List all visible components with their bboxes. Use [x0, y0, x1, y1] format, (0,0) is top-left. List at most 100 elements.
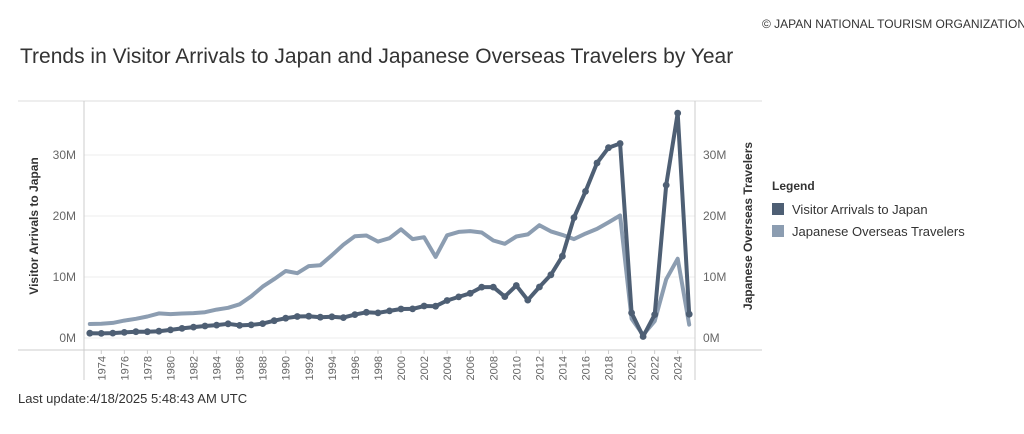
data-point-visitor-arrivals-to-japan: [155, 327, 163, 335]
data-point-visitor-arrivals-to-japan: [305, 312, 313, 320]
data-point-visitor-arrivals-to-japan: [363, 308, 370, 316]
series-line-japanese-overseas-travelers: [87, 213, 692, 337]
data-point-visitor-arrivals-to-japan: [420, 302, 428, 310]
y-axis-left-title: Visitor Arrivals to Japan: [27, 157, 41, 294]
x-tick-label: 2014: [557, 356, 569, 380]
x-tick-label: 1986: [235, 356, 247, 380]
data-point-visitor-arrivals-to-japan: [524, 296, 532, 304]
x-tick-label: 1978: [142, 356, 154, 380]
data-point-visitor-arrivals-to-japan: [144, 328, 151, 336]
legend-title: Legend: [772, 179, 815, 193]
x-tick-label: 2008: [488, 356, 500, 380]
y-tick-left-label: 20M: [53, 209, 76, 223]
x-tick-label: 1980: [165, 356, 177, 380]
data-point-visitor-arrivals-to-japan: [386, 307, 393, 315]
data-point-visitor-arrivals-to-japan: [616, 140, 624, 147]
data-point-visitor-arrivals-to-japan: [628, 309, 635, 317]
data-point-visitor-arrivals-to-japan: [685, 310, 693, 318]
data-point-visitor-arrivals-to-japan: [224, 320, 232, 328]
legend-swatch-visitor-arrivals: [772, 203, 784, 215]
x-tick-label: 2020: [627, 356, 639, 380]
data-point-visitor-arrivals-to-japan: [593, 159, 601, 167]
legend-item-visitor-arrivals[interactable]: Visitor Arrivals to Japan: [772, 198, 965, 220]
data-point-visitor-arrivals-to-japan: [213, 321, 221, 329]
data-point-visitor-arrivals-to-japan: [270, 317, 278, 325]
x-tick-label: 2000: [396, 356, 408, 380]
x-tick-label: 2016: [580, 356, 592, 380]
x-tick-label: 1982: [189, 356, 201, 380]
data-point-visitor-arrivals-to-japan: [132, 328, 140, 336]
data-point-visitor-arrivals-to-japan: [489, 283, 497, 291]
data-point-visitor-arrivals-to-japan: [651, 311, 659, 318]
x-tick-label: 2012: [534, 356, 546, 380]
x-tick-label: 2022: [650, 356, 662, 380]
y-axis-right-ticks: 0M 10M 20M 30M: [703, 148, 726, 345]
data-point-visitor-arrivals-to-japan: [201, 322, 209, 330]
x-tick-label: 2002: [419, 356, 431, 380]
legend-label-overseas-travelers: Japanese Overseas Travelers: [792, 223, 965, 239]
data-point-visitor-arrivals-to-japan: [109, 329, 117, 337]
y-tick-left-label: 0M: [59, 331, 76, 345]
data-point-visitor-arrivals-to-japan: [190, 323, 197, 331]
data-point-visitor-arrivals-to-japan: [340, 314, 347, 321]
y-tick-right-label: 10M: [703, 270, 726, 284]
data-point-visitor-arrivals-to-japan: [409, 305, 416, 313]
x-tick-label: 2018: [604, 356, 616, 380]
x-tick-label: 2024: [673, 356, 685, 380]
data-point-visitor-arrivals-to-japan: [501, 293, 509, 300]
legend-label-visitor-arrivals: Visitor Arrivals to Japan: [792, 201, 928, 217]
data-point-visitor-arrivals-to-japan: [478, 283, 486, 291]
data-point-visitor-arrivals-to-japan: [443, 297, 451, 304]
data-point-visitor-arrivals-to-japan: [547, 271, 555, 279]
data-point-visitor-arrivals-to-japan: [639, 333, 647, 340]
data-point-visitor-arrivals-to-japan: [328, 313, 336, 321]
data-point-visitor-arrivals-to-japan: [178, 325, 186, 332]
x-tick-label: 1992: [304, 356, 316, 380]
legend-item-overseas-travelers[interactable]: Japanese Overseas Travelers: [772, 220, 965, 242]
chart-title: Trends in Visitor Arrivals to Japan and …: [20, 45, 734, 68]
x-tick-label: 1994: [327, 356, 339, 380]
x-tick-label: 1976: [119, 356, 131, 380]
data-point-visitor-arrivals-to-japan: [120, 329, 128, 336]
data-point-visitor-arrivals-to-japan: [559, 252, 566, 260]
data-point-visitor-arrivals-to-japan: [247, 321, 255, 329]
data-point-visitor-arrivals-to-japan: [259, 320, 267, 327]
x-axis-ticks: 1974 1976 1978 1980 1982 1984 1986 1988 1990 1992…: [96, 350, 685, 380]
gridlines: [84, 154, 695, 339]
data-point-visitor-arrivals-to-japan: [662, 181, 670, 189]
y-tick-left-label: 10M: [53, 270, 76, 284]
data-point-visitor-arrivals-to-japan: [455, 293, 463, 301]
y-axis-left-ticks: 0M 10M 20M 30M: [53, 148, 76, 345]
series-line-visitor-arrivals-to-japan: [87, 111, 692, 339]
data-point-visitor-arrivals-to-japan: [97, 330, 105, 337]
y-tick-right-label: 0M: [703, 331, 720, 345]
data-point-visitor-arrivals-to-japan: [674, 109, 682, 117]
x-tick-label: 1988: [258, 356, 270, 380]
data-point-visitor-arrivals-to-japan: [351, 311, 359, 318]
data-point-visitor-arrivals-to-japan: [316, 313, 324, 321]
data-point-visitor-arrivals-to-japan: [432, 302, 439, 310]
x-tick-label: 1998: [373, 356, 385, 380]
x-tick-label: 2004: [442, 356, 454, 380]
data-point-visitor-arrivals-to-japan: [512, 282, 520, 289]
last-update-text: Last update:4/18/2025 5:48:43 AM UTC: [18, 391, 248, 406]
data-point-visitor-arrivals-to-japan: [397, 305, 405, 313]
data-point-visitor-arrivals-to-japan: [536, 283, 543, 291]
data-point-visitor-arrivals-to-japan: [570, 214, 578, 222]
data-point-visitor-arrivals-to-japan: [374, 309, 382, 317]
legend-swatch-overseas-travelers: [772, 225, 784, 237]
copyright-notice: © JAPAN NATIONAL TOURISM ORGANIZATION: [762, 17, 1024, 31]
series-layer: [86, 109, 693, 340]
legend: Legend Visitor Arrivals to Japan Japanes…: [772, 179, 965, 242]
data-point-visitor-arrivals-to-japan: [466, 289, 474, 297]
x-tick-label: 2006: [465, 356, 477, 380]
axes: [18, 100, 762, 380]
data-point-visitor-arrivals-to-japan: [236, 322, 244, 329]
data-point-visitor-arrivals-to-japan: [605, 144, 612, 152]
x-tick-label: 2010: [511, 356, 523, 380]
y-tick-right-label: 20M: [703, 209, 726, 223]
x-tick-label: 1996: [350, 356, 362, 380]
data-point-visitor-arrivals-to-japan: [167, 326, 174, 334]
y-axis-right-title: Japanese Overseas Travelers: [741, 142, 755, 310]
x-tick-label: 1990: [281, 356, 293, 380]
